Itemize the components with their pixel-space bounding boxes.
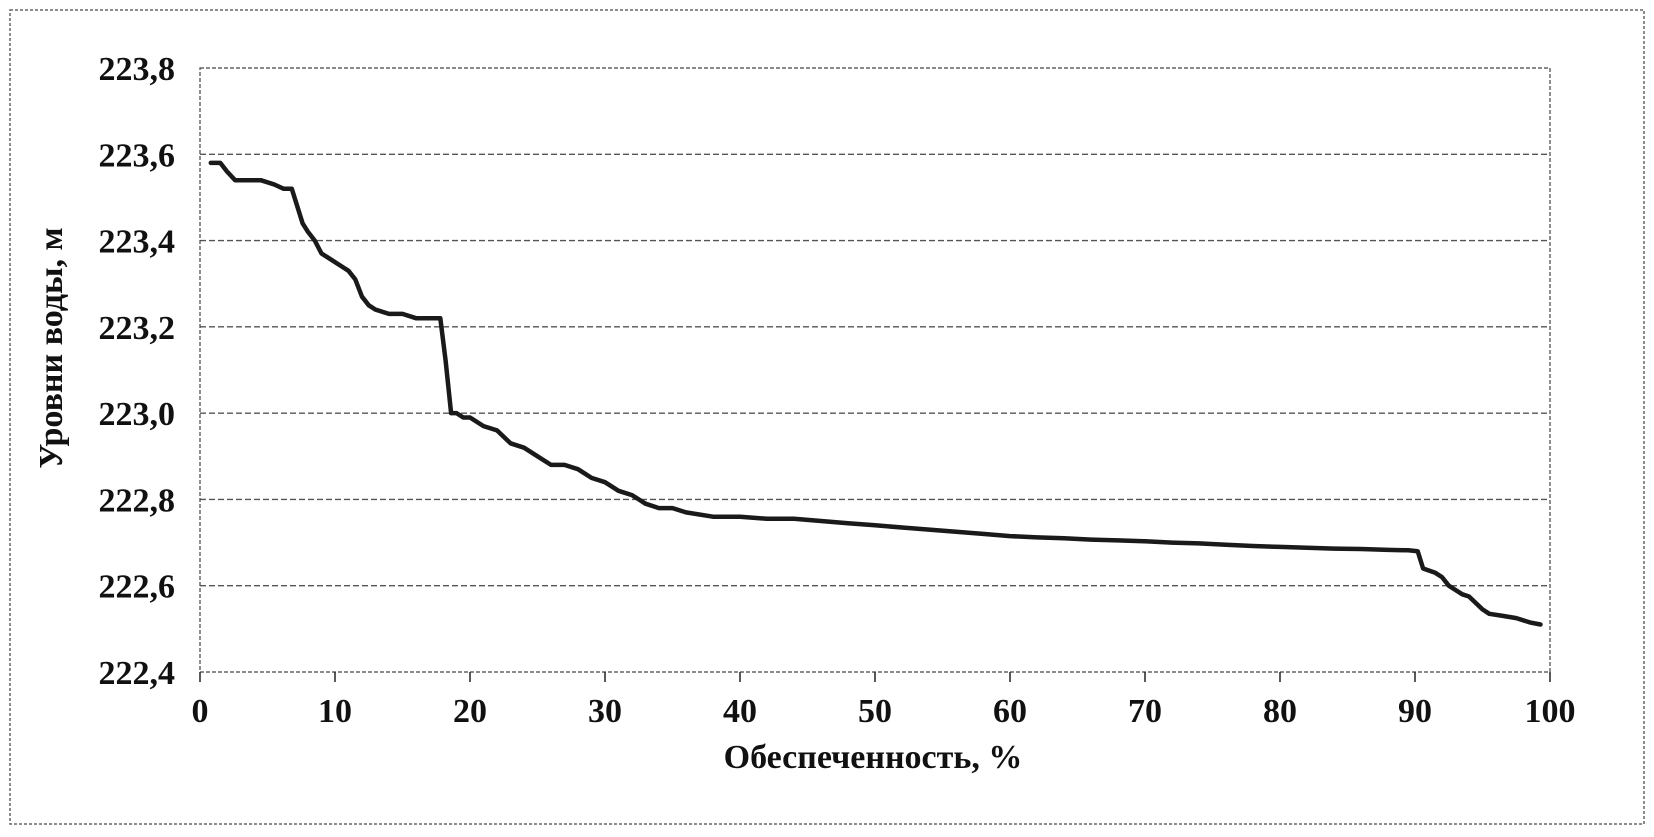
grid-layer: [200, 153, 1550, 587]
chart-outer-frame: [9, 9, 1645, 825]
y-tick-label: 223,6: [99, 137, 176, 174]
x-tick-label: 30: [588, 693, 622, 730]
axis-layer: [199, 67, 1551, 682]
x-tick-label: 50: [858, 693, 892, 730]
x-tick-label: 40: [723, 693, 757, 730]
y-tick-label: 223,2: [99, 310, 176, 347]
x-tick-label: 90: [1398, 693, 1432, 730]
y-tick-label: 222,4: [99, 655, 176, 692]
x-tick-label: 10: [318, 693, 352, 730]
x-tick-label: 60: [993, 693, 1027, 730]
y-tick-label: 223,4: [99, 224, 176, 261]
x-tick-label: 100: [1525, 693, 1576, 730]
x-tick-label: 80: [1263, 693, 1297, 730]
x-tick-label: 20: [453, 693, 487, 730]
plot-area-frame: [199, 67, 1551, 673]
y-tick-label: 223,8: [99, 51, 176, 88]
y-tick-label: 223,0: [99, 396, 176, 433]
series-layer: [208, 160, 1543, 627]
x-tick-label: 0: [192, 693, 209, 730]
y-tick-label: 222,8: [99, 482, 176, 519]
label-layer: 222,4 222,6 222,8 223,0 223,2 223,4 223,6 223,8…: [99, 51, 1576, 730]
x-tick-label: 70: [1128, 693, 1162, 730]
y-axis-title: Уровни воды, м: [33, 227, 70, 468]
y-tick-label: 222,6: [99, 569, 176, 606]
x-axis-title: Обеспеченность, %: [724, 739, 1023, 776]
series-line: [208, 160, 1543, 627]
